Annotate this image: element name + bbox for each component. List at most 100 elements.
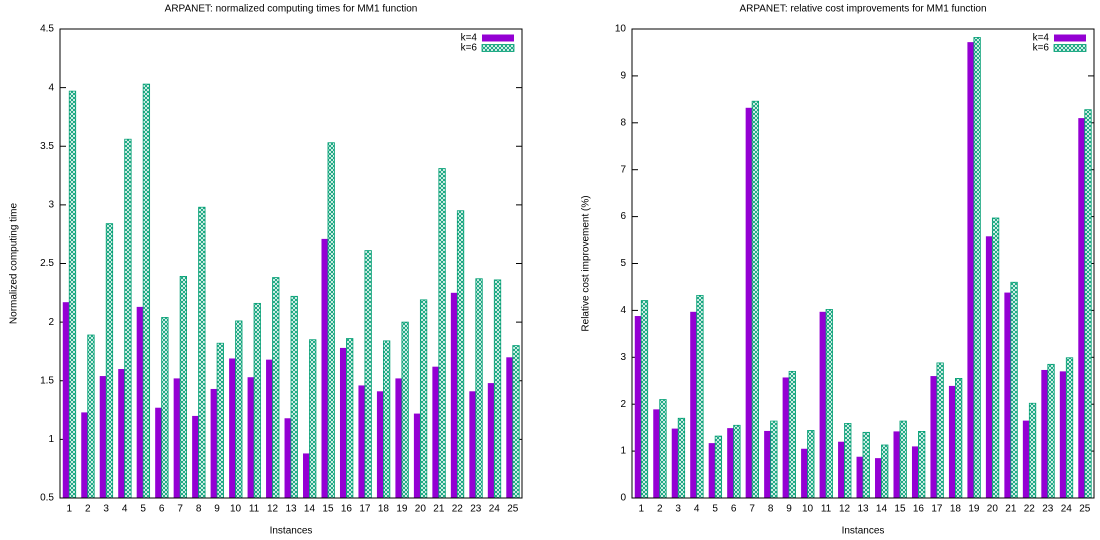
bar [303,453,310,498]
x-axis-label: Instances [270,526,313,537]
bar [339,347,347,498]
bar [875,458,882,498]
x-tick-label: 9 [214,504,220,515]
bar [1065,357,1074,499]
x-tick-label: 12 [839,504,851,515]
bar [309,339,317,499]
legend-swatch [482,34,514,42]
bar [856,456,863,498]
x-tick-label: 1 [638,504,644,515]
x-tick-label: 10 [230,504,242,515]
bar [68,90,77,499]
x-tick-label: 11 [821,504,832,515]
bar [1004,292,1011,498]
bar [284,418,291,498]
x-tick-label: 25 [507,504,519,515]
bar [364,250,372,499]
bar [124,138,132,499]
x-tick-label: 7 [177,504,183,515]
x-tick-label: 3 [675,504,681,515]
legend-label: k=6 [1033,43,1050,54]
y-tick-label: 10 [615,24,627,35]
x-tick-label: 11 [249,504,260,515]
y-tick-label: 9 [620,71,626,82]
bar [714,435,723,499]
bar [1010,281,1018,499]
bar [395,378,402,498]
bar [469,391,476,498]
bar [751,100,759,499]
x-tick-label: 22 [1024,504,1036,515]
bar [419,299,428,499]
x-tick-label: 7 [749,504,755,515]
y-tick-label: 4 [620,305,626,316]
bar [105,223,114,499]
y-tick-label: 3 [48,200,54,211]
bar [161,317,169,499]
bar [413,413,421,498]
x-tick-label: 20 [415,504,427,515]
bar [893,431,900,498]
bar [1041,369,1048,498]
bar [247,377,255,498]
x-tick-label: 2 [657,504,663,515]
x-tick-label: 2 [85,504,91,515]
bar [807,430,815,499]
legend-swatch [481,44,515,52]
bar [1084,109,1092,499]
y-tick-label: 0.5 [40,493,54,504]
bar [210,388,218,498]
bar [401,321,409,499]
x-tick-label: 25 [1079,504,1091,515]
bar [487,383,495,498]
bar [99,376,107,498]
x-tick-label: 8 [768,504,774,515]
bar [948,385,956,498]
bar [733,424,741,499]
x-tick-label: 20 [987,504,999,515]
bar [321,238,328,498]
x-tick-label: 4 [122,504,128,515]
x-tick-label: 5 [712,504,718,515]
bar [179,275,187,499]
bar [671,428,679,498]
chart-title: ARPANET: relative cost improvements for … [739,4,986,15]
bar [930,376,937,498]
y-tick-label: 3 [620,352,626,363]
bar [1078,118,1085,499]
bar [640,300,649,499]
bar [438,168,446,499]
x-tick-label: 24 [489,504,501,515]
bar [727,428,734,498]
x-tick-label: 23 [470,504,482,515]
x-tick-label: 23 [1042,504,1054,515]
y-tick-label: 1 [48,434,54,445]
bar [87,334,95,499]
y-tick-label: 2 [620,399,626,410]
bar [118,369,125,498]
bar [788,370,796,499]
bar [253,302,261,499]
x-tick-label: 12 [267,504,279,515]
x-tick-label: 13 [285,504,297,515]
x-tick-label: 3 [103,504,109,515]
bar [659,399,667,499]
legend-label: k=4 [461,33,478,44]
bar [229,358,236,498]
bar [770,420,778,499]
y-tick-label: 1.5 [40,375,54,386]
bar [825,309,833,499]
bar [936,362,944,499]
bar [192,415,199,498]
bar [881,444,889,499]
legend-label: k=4 [1033,33,1050,44]
x-tick-label: 8 [196,504,202,515]
y-tick-label: 4.5 [40,24,54,35]
bar [346,338,354,499]
plot-frame [631,28,1095,499]
bar [844,423,852,499]
y-tick-label: 7 [620,164,626,175]
y-tick-label: 3.5 [40,141,54,152]
x-tick-label: 19 [396,504,408,515]
bar [991,217,1000,499]
